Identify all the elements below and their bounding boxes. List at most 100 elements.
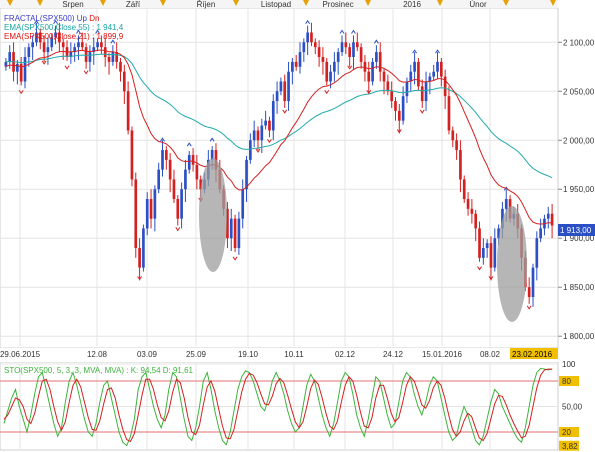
candle-body <box>317 47 321 57</box>
candle-body <box>268 120 271 131</box>
top-month-axis: Srpen Září Říjen Listopad Prosinec 2016 Únor <box>0 0 558 9</box>
candle-body <box>8 52 12 62</box>
candle-body <box>504 199 508 209</box>
candle-body <box>103 47 107 57</box>
fractal-down-marker <box>419 109 425 114</box>
candle-body <box>439 61 443 77</box>
current-price-tag: 1 913,00 <box>558 224 595 236</box>
candle-body <box>310 32 313 43</box>
panel-separator[interactable] <box>0 348 595 362</box>
highlight-ellipse <box>199 158 227 272</box>
candle-body <box>187 154 191 170</box>
candle-body <box>462 179 466 200</box>
y-tick-label: 2 050,00 <box>563 87 595 96</box>
x-tick-label: 24.12 <box>383 350 404 359</box>
candle-body <box>210 150 214 160</box>
candle-body <box>54 32 57 38</box>
candle-body <box>19 63 23 82</box>
sto-tick-label: 100 <box>562 360 576 369</box>
candle-body <box>470 208 474 214</box>
main-plot-area[interactable] <box>0 7 559 349</box>
candle-body <box>119 61 122 72</box>
candle-body <box>4 61 8 67</box>
candle-body <box>340 42 344 53</box>
candle-body <box>493 238 497 268</box>
candle-body <box>191 154 195 165</box>
candle-body <box>531 267 535 298</box>
candle-body <box>134 179 138 249</box>
x-tick-label: 02.12 <box>335 350 356 359</box>
candle-body <box>168 159 172 180</box>
indicator-legend: FRACTAL(SPX500) Up DnEMA(SPX500,Close,55… <box>4 14 124 41</box>
candle-body <box>157 169 161 190</box>
candle-body <box>38 32 42 43</box>
candle-body <box>344 42 348 48</box>
candle-body <box>149 199 153 219</box>
fractal-up-marker <box>339 29 345 34</box>
candle-body <box>161 150 164 170</box>
sto-title: STO(SPX500, 5, 3, 3, MVA, MVA) : K: 94,5… <box>4 366 194 375</box>
y-tick-label: 1 900,00 <box>563 234 595 243</box>
highlight-ellipses <box>199 158 527 322</box>
y-tick-label: 2 100,00 <box>563 38 595 47</box>
fractal-up-marker <box>305 19 311 25</box>
candle-body <box>145 199 149 229</box>
candle-body <box>256 130 260 141</box>
month-label: 2016 <box>403 0 421 9</box>
candle-body <box>275 91 279 102</box>
x-tick-label: 08.02 <box>480 350 501 359</box>
candle-body <box>336 52 340 62</box>
candle-body <box>451 130 455 141</box>
candle-body <box>409 71 413 82</box>
candle-body <box>535 238 539 268</box>
candle-body <box>485 243 489 249</box>
fractal-up-marker <box>34 19 39 25</box>
fractal-down-marker <box>526 305 532 310</box>
candle-body <box>394 101 397 111</box>
candle-body <box>397 110 401 121</box>
x-tick-label: 29.06.2015 <box>0 350 41 359</box>
candle-body <box>386 81 390 92</box>
candle-body <box>80 42 84 48</box>
month-label: Září <box>126 0 141 9</box>
legend-entry: FRACTAL(SPX500) Up Dn <box>4 14 99 23</box>
candle-body <box>432 71 436 77</box>
fractal-up-marker <box>76 29 81 34</box>
candle-body <box>367 71 371 82</box>
candle-body <box>378 52 382 72</box>
candle-body <box>283 81 287 102</box>
sto-tick-label: 80 <box>562 377 571 386</box>
candle-body <box>142 228 145 268</box>
candle-body <box>436 61 439 72</box>
fractal-down-marker <box>347 65 353 70</box>
candle-body <box>352 42 355 57</box>
candle-body <box>321 56 325 62</box>
sto-d-line <box>3 368 553 443</box>
month-label: Listopad <box>261 0 291 9</box>
fractal-up-marker <box>435 49 440 54</box>
fractal-up-marker <box>412 49 418 54</box>
candle-body <box>417 61 420 87</box>
x-tick-label: 15.01.2016 <box>422 350 463 359</box>
candle-body <box>313 42 317 48</box>
candle-body <box>459 150 462 180</box>
legend-entry: EMA(SPX500,Close,21) : 1 899,9 <box>4 32 124 41</box>
fractal-up-marker <box>160 137 165 142</box>
candle-body <box>172 179 176 200</box>
candle-body <box>287 71 290 102</box>
candle-body <box>46 47 50 53</box>
candle-body <box>138 248 141 268</box>
fractal-up-marker <box>373 39 379 44</box>
candle-body <box>23 56 27 82</box>
month-label: Říjen <box>197 0 216 9</box>
stochastic-panel: 100 80 50,00 20 3,82 STO(SPX500, 5, 3, 3, MVA… <box>0 360 583 451</box>
candle-body <box>50 37 54 48</box>
candle-body <box>489 243 493 268</box>
candle-body <box>107 56 111 62</box>
candle-body <box>180 189 183 219</box>
fractal-down-marker <box>64 65 70 70</box>
candle-body <box>126 91 130 131</box>
candle-body <box>455 140 458 151</box>
fractal-down-marker <box>477 266 482 271</box>
